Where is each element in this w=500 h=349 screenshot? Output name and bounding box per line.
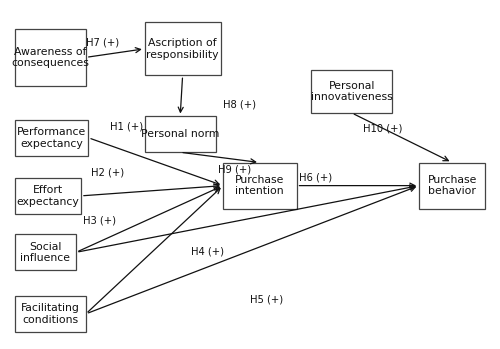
Text: H9 (+): H9 (+) (218, 164, 252, 174)
FancyBboxPatch shape (15, 178, 81, 214)
FancyBboxPatch shape (15, 29, 86, 86)
FancyBboxPatch shape (15, 296, 86, 332)
Text: Performance
expectancy: Performance expectancy (17, 127, 86, 149)
FancyBboxPatch shape (144, 116, 216, 152)
Text: Personal
innovativeness: Personal innovativeness (311, 81, 392, 102)
Text: H1 (+): H1 (+) (110, 121, 144, 132)
Text: H6 (+): H6 (+) (299, 172, 332, 182)
Text: H10 (+): H10 (+) (362, 123, 402, 133)
FancyBboxPatch shape (15, 235, 76, 270)
Text: Social
influence: Social influence (20, 242, 70, 263)
Text: H4 (+): H4 (+) (191, 246, 224, 257)
Text: H5 (+): H5 (+) (250, 294, 283, 304)
Text: Purchase
behavior: Purchase behavior (428, 175, 477, 196)
Text: Facilitating
conditions: Facilitating conditions (21, 303, 80, 325)
FancyBboxPatch shape (15, 120, 88, 156)
Text: H8 (+): H8 (+) (223, 99, 256, 109)
Text: H3 (+): H3 (+) (84, 216, 116, 226)
Text: Purchase
intention: Purchase intention (235, 175, 284, 196)
Text: Effort
expectancy: Effort expectancy (16, 185, 79, 207)
FancyBboxPatch shape (419, 163, 485, 209)
Text: H7 (+): H7 (+) (86, 38, 119, 48)
Text: Awareness of
consequences: Awareness of consequences (12, 46, 90, 68)
Text: Personal norm: Personal norm (141, 129, 220, 139)
Text: H2 (+): H2 (+) (91, 168, 124, 178)
FancyBboxPatch shape (223, 163, 296, 209)
FancyBboxPatch shape (311, 70, 392, 113)
FancyBboxPatch shape (144, 22, 220, 75)
Text: Ascription of
responsibility: Ascription of responsibility (146, 38, 219, 60)
